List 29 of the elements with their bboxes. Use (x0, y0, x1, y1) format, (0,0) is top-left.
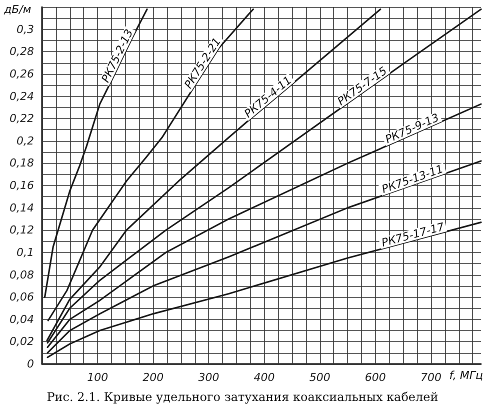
y-tick-label: 0,04 (10, 312, 34, 326)
x-tick-label: 500 (309, 371, 330, 384)
y-tick-label: 0,26 (10, 67, 34, 80)
y-tick-label: 0,22 (10, 112, 34, 126)
x-tick-label: 400 (254, 371, 275, 384)
y-tick-label: 0,12 (10, 224, 34, 237)
x-tick-label: 300 (198, 371, 220, 384)
y-tick-label: 0,18 (10, 156, 34, 170)
y-tick-label: 0,16 (10, 179, 34, 192)
x-tick-label: 100 (87, 371, 108, 384)
y-tick-label: 0,24 (10, 90, 34, 103)
line-series (44, 8, 148, 298)
y-tick-label: 0 (27, 358, 34, 370)
y-tick-label: 0,02 (10, 335, 34, 348)
line-series (46, 222, 482, 358)
y-tick-label: 0,1 (16, 246, 34, 259)
line-series (46, 160, 482, 354)
x-tick-label: 200 (142, 371, 164, 384)
y-tick-label: 0,14 (10, 201, 34, 214)
text: Рис. 2.1. Кривые удельного затухания коаксиальных кабелей (46, 390, 438, 404)
y-axis-title: дБ/м (3, 3, 32, 16)
y-tick-label: 0,2 (16, 134, 34, 148)
y-tick-label: 0,06 (10, 290, 34, 304)
y-tick-label: 0,08 (10, 268, 34, 282)
x-tick-label: 600 (364, 371, 386, 384)
x-tick-label: 700 (420, 371, 442, 384)
y-tick-label: 0,28 (10, 45, 34, 58)
y-tick-label: 0,3 (16, 22, 34, 36)
x-axis-title: f, МГц (449, 369, 483, 382)
